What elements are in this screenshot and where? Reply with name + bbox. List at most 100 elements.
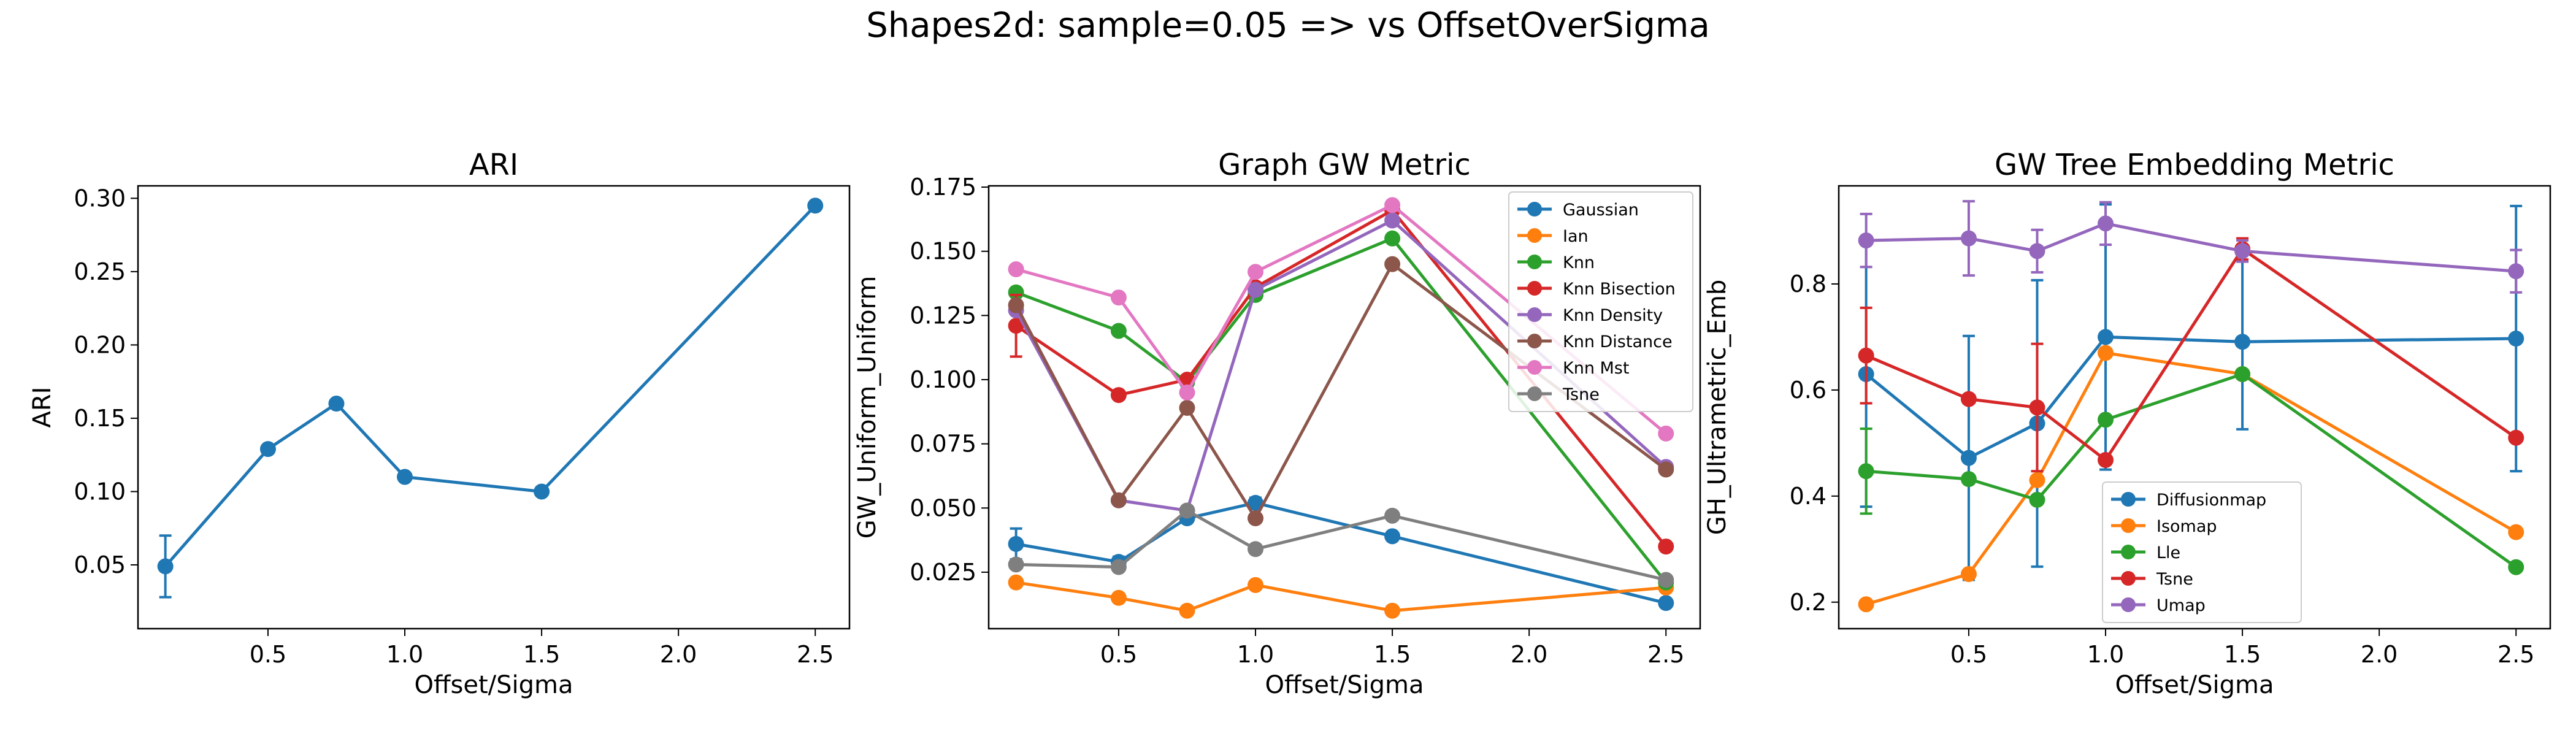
data-point <box>397 469 413 485</box>
data-point <box>1384 528 1401 545</box>
data-point <box>1960 565 1977 582</box>
legend-label: Gaussian <box>1563 201 1639 220</box>
data-point <box>1384 212 1401 229</box>
data-point <box>1110 492 1127 508</box>
legend-swatch-marker <box>2121 492 2136 507</box>
legend-label: Knn Mst <box>1563 359 1629 378</box>
legend-swatch-marker <box>1527 334 1542 348</box>
x-tick-label: 0.5 <box>1950 641 1987 668</box>
x-tick-label: 1.5 <box>1374 641 1411 668</box>
y-tick-label: 0.075 <box>910 431 976 458</box>
data-point <box>2029 399 2045 416</box>
series-line <box>1865 351 2517 606</box>
legend-swatch-marker <box>2121 545 2136 559</box>
x-tick-label: 2.0 <box>2361 641 2398 668</box>
data-point <box>1248 541 1263 558</box>
series-knn-mst <box>1008 197 1674 442</box>
data-point <box>1960 450 1977 466</box>
y-tick-label: 0.050 <box>910 494 976 521</box>
x-tick-label: 0.5 <box>1100 641 1137 668</box>
data-point <box>807 197 824 214</box>
panel-1: ARI 0.5 1.0 1.5 2.0 2.5 0.05 0.10 0.15 0.20 0.25 0.… <box>28 148 851 699</box>
data-point <box>1858 596 1874 613</box>
legend-swatch-marker <box>1527 360 1542 375</box>
y-tick-label: 0.4 <box>1790 483 1827 510</box>
data-point <box>2234 334 2251 350</box>
legend-frame <box>1508 191 1693 412</box>
y-tick-label: 0.100 <box>910 366 976 393</box>
data-point <box>1658 461 1674 478</box>
series-line <box>1015 203 1667 435</box>
x-tick-label: 2.0 <box>660 641 697 668</box>
x-tick-label: 2.5 <box>2497 641 2534 668</box>
series-1 <box>157 197 824 599</box>
data-point <box>1960 391 1977 407</box>
data-point <box>2508 524 2524 540</box>
data-point <box>328 396 345 412</box>
y-tick-label: 0.6 <box>1790 377 1827 404</box>
data-point <box>2098 215 2114 232</box>
series-line <box>1865 247 2517 462</box>
y-tick-label: 0.15 <box>74 405 126 432</box>
data-point <box>1110 387 1127 404</box>
data-point <box>1248 282 1263 298</box>
data-point <box>1960 471 1977 488</box>
legend-swatch-marker <box>1527 386 1542 401</box>
legend: Gaussian Ian Knn Knn Bisection Knn Density Kn… <box>1508 191 1693 412</box>
x-tick-label: 1.5 <box>2224 641 2261 668</box>
y-tick-label: 0.2 <box>1790 589 1827 616</box>
x-tick-label: 0.5 <box>250 641 286 668</box>
series-tsne <box>1858 237 2524 473</box>
x-tick-label: 1.0 <box>1237 641 1274 668</box>
legend-frame <box>2102 481 2302 623</box>
legend-label: Ian <box>1563 227 1589 246</box>
x-axis-label: Offset/Sigma <box>2115 671 2274 699</box>
axes-frame <box>1838 185 2551 630</box>
data-point <box>1658 595 1674 611</box>
data-point <box>1110 323 1127 339</box>
data-point <box>1008 284 1024 301</box>
y-tick-label: 0.25 <box>74 258 126 285</box>
panel-3: GW Tree Embedding Metric 0.5 1.0 1.5 2.0 2.5 0… <box>1703 148 2551 699</box>
legend-label: Knn Bisection <box>1563 280 1676 299</box>
series-line <box>1866 221 2517 273</box>
series-line <box>1016 501 1666 605</box>
legend-label: Umap <box>2156 596 2206 615</box>
data-point <box>1110 559 1127 575</box>
y-axis-label: GW_Uniform_Uniform <box>853 276 881 539</box>
data-point <box>2508 263 2524 280</box>
legend-label: Tsne <box>1562 385 1600 404</box>
data-point <box>1384 230 1401 247</box>
data-point <box>1008 297 1024 313</box>
x-tick-label: 2.0 <box>1511 641 1547 668</box>
data-point <box>1179 502 1195 519</box>
y-tick-label: 0.8 <box>1790 270 1827 297</box>
series-line <box>164 204 817 568</box>
data-point <box>2098 412 2114 428</box>
panel-title: GW Tree Embedding Metric <box>1995 148 2394 182</box>
data-point <box>2029 472 2045 488</box>
series-line <box>1016 508 1666 581</box>
series-knn-distance <box>1008 256 1674 527</box>
legend-swatch-marker <box>1527 228 1542 243</box>
panel-title: ARI <box>469 148 518 182</box>
data-point <box>1858 232 1874 249</box>
data-point <box>1858 347 1874 364</box>
data-point <box>2098 452 2114 469</box>
series-line <box>1014 263 1667 520</box>
y-tick-label: 0.20 <box>74 331 126 358</box>
data-point <box>2029 243 2045 259</box>
legend-label: Isomap <box>2156 517 2217 536</box>
data-point <box>1384 197 1401 213</box>
y-tick-label: 0.175 <box>910 174 976 201</box>
series-umap <box>1858 200 2524 294</box>
x-axis-label: Offset/Sigma <box>414 671 573 699</box>
legend-label: Knn Distance <box>1563 332 1673 351</box>
x-tick-label: 2.5 <box>797 641 834 668</box>
x-tick-label: 1.0 <box>386 641 423 668</box>
data-point <box>1658 539 1674 555</box>
series-lle <box>1858 366 2524 575</box>
x-axis-label: Offset/Sigma <box>1265 671 1424 699</box>
data-point <box>1110 289 1127 306</box>
